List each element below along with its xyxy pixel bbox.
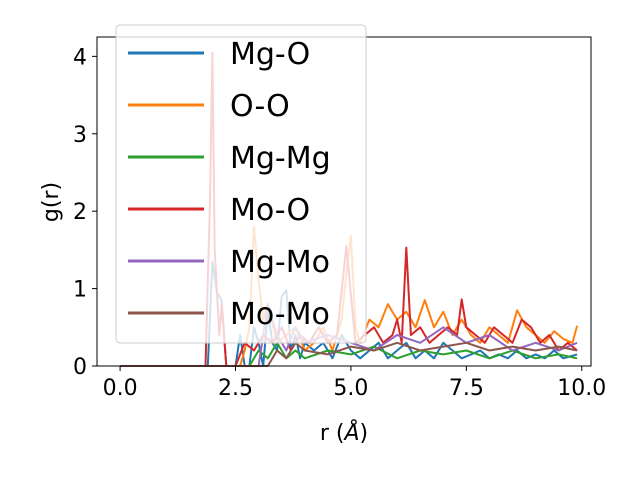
x-axis-title-text: r ( <box>320 421 345 446</box>
legend-label: Mg-O <box>230 37 310 72</box>
y-tick-label: 2 <box>73 200 87 225</box>
legend: Mg-O O-O Mg-Mg Mo-O Mg-Mo Mo-Mo <box>115 24 367 344</box>
x-tick-label: 0.0 <box>103 376 138 401</box>
legend-box <box>115 24 367 344</box>
series-line-mo-mo <box>120 341 578 367</box>
x-axis-title: r (Å) <box>320 419 368 446</box>
x-tick-label: 7.5 <box>449 376 484 401</box>
legend-label: Mg-Mg <box>230 141 331 176</box>
legend-label: Mo-Mo <box>230 297 330 332</box>
legend-label: O-O <box>230 89 290 124</box>
ticks-layer: 0.0 2.5 5.0 7.5 10.0 0 1 2 3 4 <box>73 45 606 401</box>
y-axis-title: g(r) <box>39 182 64 222</box>
x-tick-label: 10.0 <box>557 376 606 401</box>
y-tick-label: 4 <box>73 45 87 70</box>
x-axis-title-unit: Å <box>342 419 359 446</box>
y-tick-label: 1 <box>73 278 87 303</box>
y-tick-label: 0 <box>73 355 87 380</box>
legend-label: Mo-O <box>230 193 310 228</box>
x-axis-title-close: ) <box>360 421 369 446</box>
legend-label: Mg-Mo <box>230 245 330 280</box>
y-tick-label: 3 <box>73 123 87 148</box>
x-tick-label: 2.5 <box>218 376 253 401</box>
x-tick-label: 5.0 <box>333 376 368 401</box>
series-line-mg-mg <box>120 341 578 367</box>
